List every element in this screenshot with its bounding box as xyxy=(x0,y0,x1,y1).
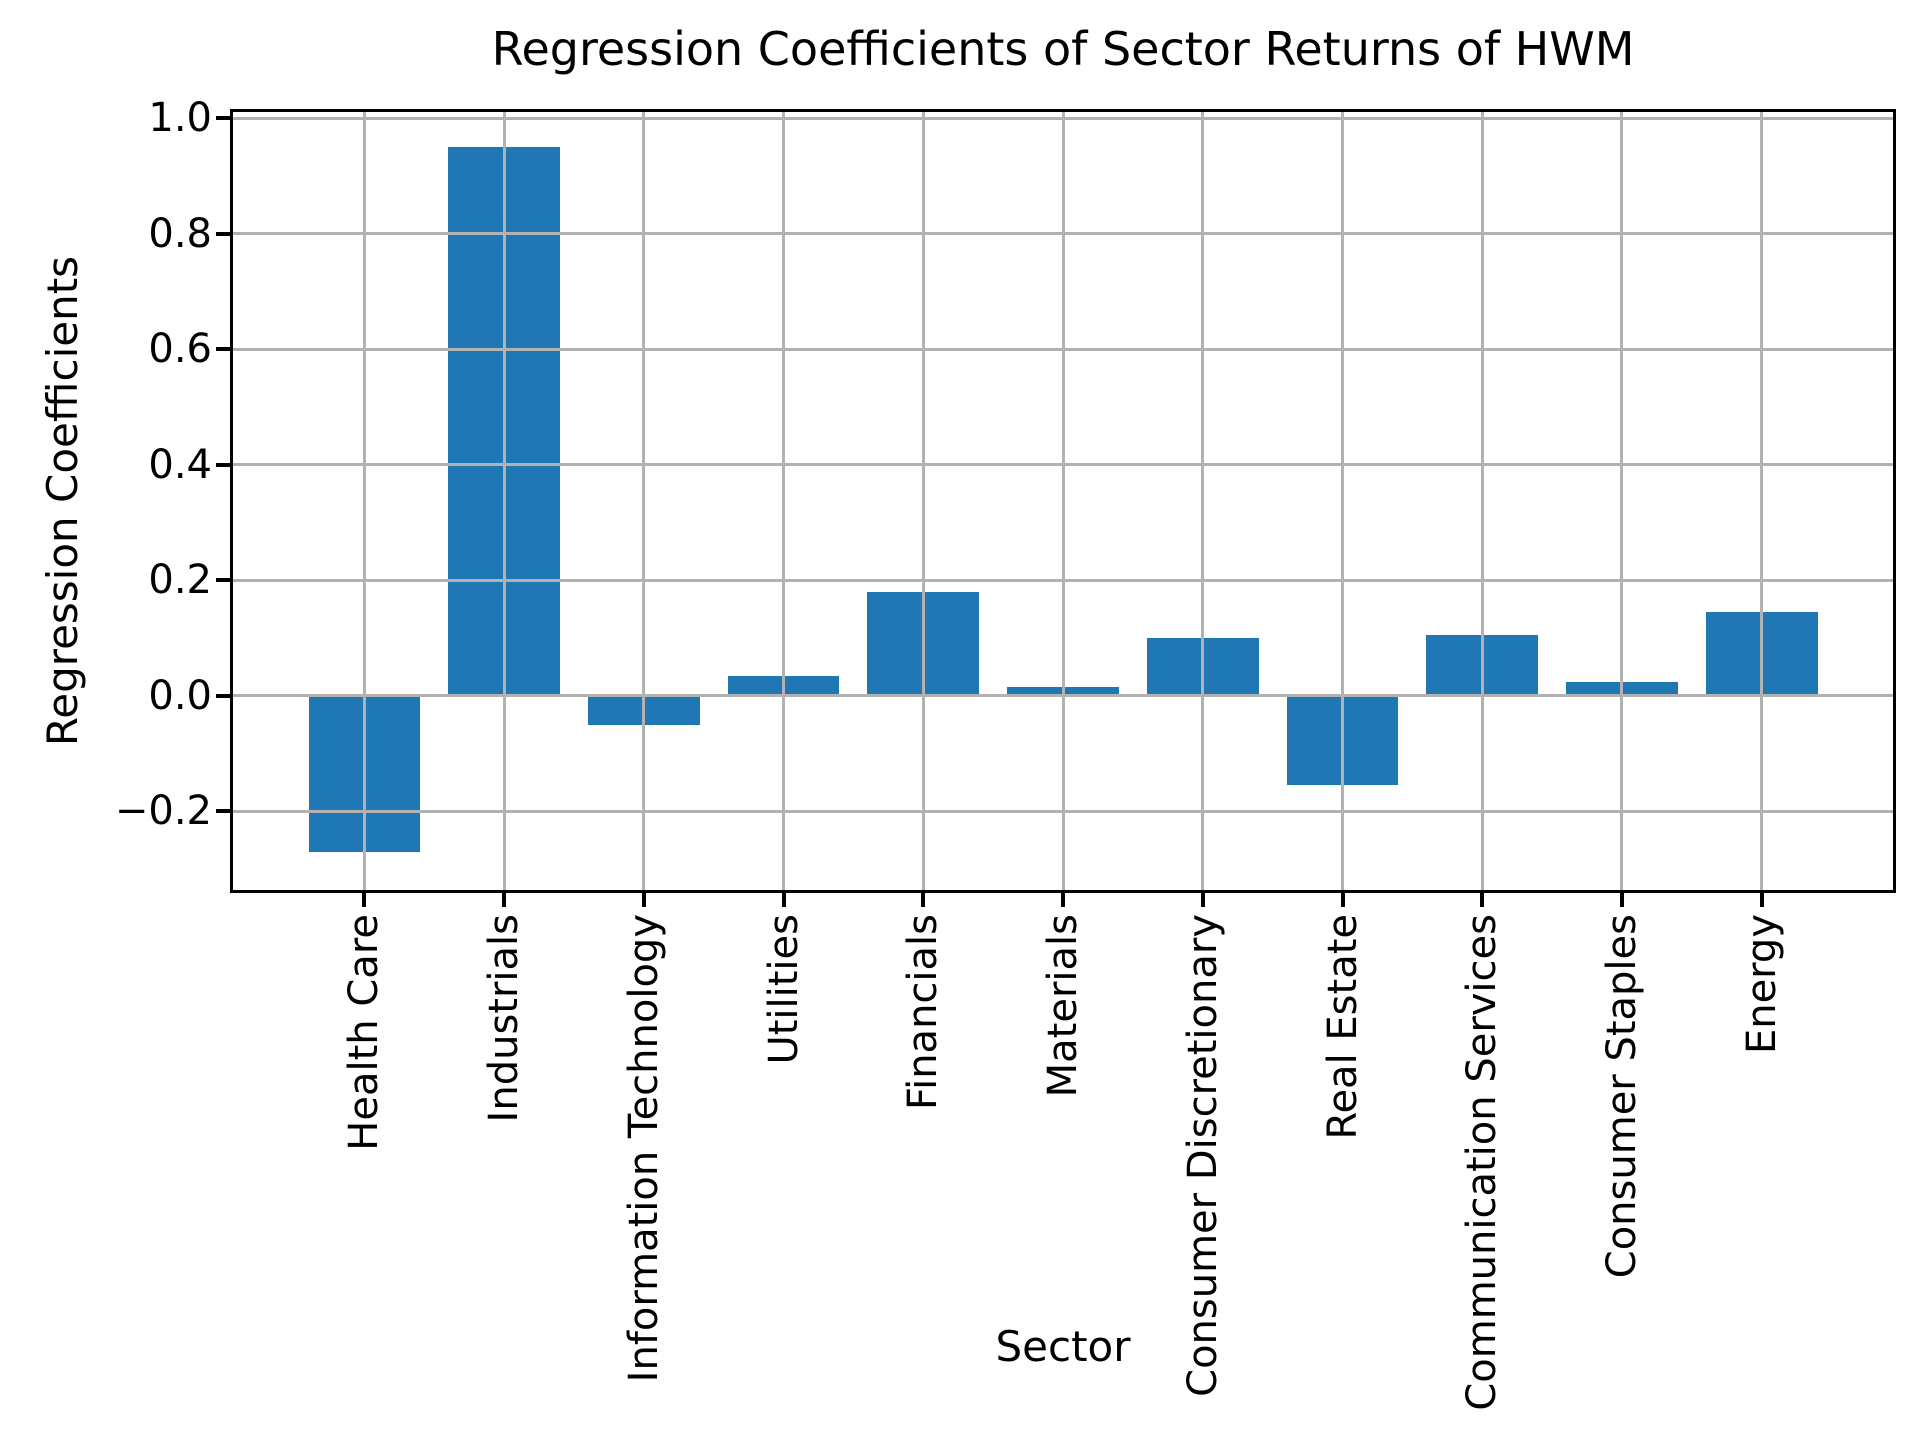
v-gridline xyxy=(362,112,366,890)
y-tick-mark xyxy=(216,462,230,467)
y-tick-label: 0.6 xyxy=(148,326,212,373)
x-tick-mark xyxy=(1480,893,1485,907)
x-tick-label: Consumer Discretionary xyxy=(1179,914,1226,1397)
y-tick-label: 0.0 xyxy=(148,672,212,719)
v-gridline xyxy=(502,112,506,890)
v-gridline xyxy=(1201,112,1205,890)
y-tick-mark xyxy=(216,116,230,121)
v-gridline xyxy=(642,112,646,890)
y-tick-mark xyxy=(216,231,230,236)
y-tick-mark xyxy=(216,693,230,698)
x-tick-label: Health Care xyxy=(341,914,388,1151)
x-axis-label: Sector xyxy=(995,1322,1131,1371)
v-gridline xyxy=(1620,112,1624,890)
x-tick-mark xyxy=(1619,893,1624,907)
x-tick-label: Information Technology xyxy=(620,914,667,1383)
x-tick-mark xyxy=(781,893,786,907)
v-gridline xyxy=(1341,112,1344,890)
y-tick-label: 0.2 xyxy=(148,557,212,604)
x-tick-label: Communication Services xyxy=(1459,914,1506,1411)
v-gridline xyxy=(921,112,925,890)
x-tick-mark xyxy=(1061,893,1065,907)
v-gridline xyxy=(1480,112,1484,890)
x-tick-label: Financials xyxy=(900,914,947,1110)
v-gridline xyxy=(1061,112,1065,890)
y-tick-label: −0.2 xyxy=(114,788,212,835)
x-tick-mark xyxy=(362,893,367,907)
x-tick-label: Materials xyxy=(1040,914,1086,1098)
y-tick-label: 0.4 xyxy=(148,441,212,488)
x-tick-mark xyxy=(1200,893,1205,907)
v-gridline xyxy=(782,112,785,890)
x-tick-label: Energy xyxy=(1738,914,1785,1055)
x-tick-mark xyxy=(921,893,926,907)
y-tick-mark xyxy=(216,809,230,814)
v-gridline xyxy=(1760,112,1764,890)
y-tick-label: 0.8 xyxy=(148,210,212,257)
x-tick-mark xyxy=(502,893,507,907)
x-tick-label: Consumer Staples xyxy=(1598,914,1645,1279)
x-tick-mark xyxy=(1759,893,1764,907)
x-tick-label: Utilities xyxy=(760,914,807,1065)
x-tick-label: Industrials xyxy=(481,914,528,1123)
x-tick-mark xyxy=(1340,893,1345,907)
y-tick-label: 1.0 xyxy=(148,95,212,142)
x-tick-mark xyxy=(641,893,646,907)
y-tick-mark xyxy=(216,578,230,583)
chart-title: Regression Coefficients of Sector Return… xyxy=(491,22,1635,76)
y-tick-mark xyxy=(216,347,230,352)
x-tick-label: Real Estate xyxy=(1319,914,1366,1140)
